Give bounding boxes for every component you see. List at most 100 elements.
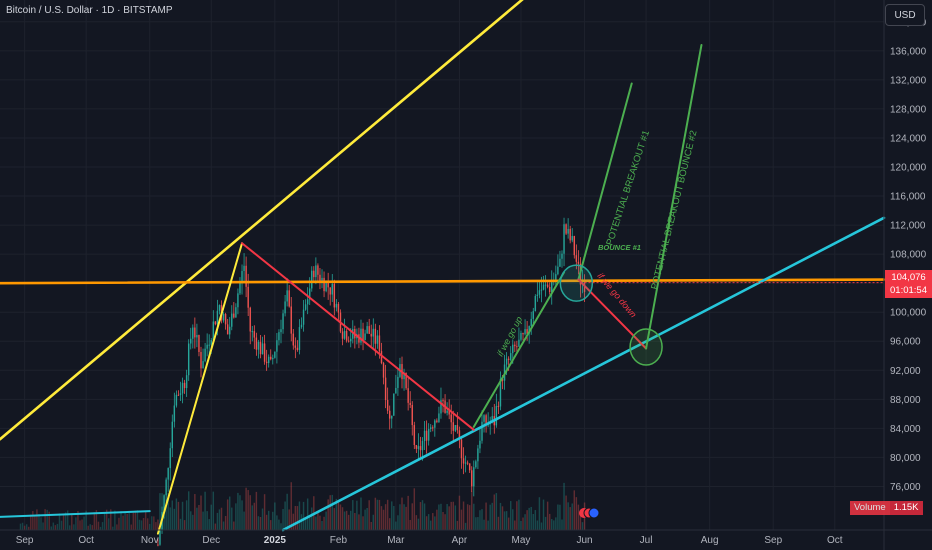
drawings[interactable] bbox=[0, 0, 886, 535]
volume-bar bbox=[534, 510, 537, 530]
y-tick-label: 128,000 bbox=[890, 104, 927, 115]
candle-body bbox=[415, 444, 418, 449]
y-tick-label: 96,000 bbox=[890, 337, 921, 348]
volume-bar bbox=[546, 501, 549, 530]
candle-body bbox=[274, 351, 276, 358]
volume-bar bbox=[241, 500, 243, 530]
x-tick-label: Dec bbox=[202, 535, 220, 546]
volume-bar bbox=[331, 494, 333, 530]
volume-bar bbox=[298, 501, 301, 530]
candle-body bbox=[534, 296, 537, 312]
candle-body bbox=[372, 328, 375, 337]
x-tick-label: Sep bbox=[16, 535, 34, 546]
volume-bar bbox=[30, 514, 32, 530]
candle-body bbox=[259, 341, 262, 355]
volume-bar bbox=[259, 516, 262, 530]
volume-bar bbox=[520, 520, 522, 530]
volume-bar bbox=[393, 505, 395, 530]
volume-bar bbox=[337, 501, 340, 530]
volume-bar bbox=[27, 526, 30, 530]
candle-body bbox=[224, 313, 227, 325]
bounce-1-circle bbox=[559, 264, 594, 302]
volume-bar bbox=[261, 508, 264, 530]
candle-body bbox=[548, 286, 551, 293]
volume-bar bbox=[44, 509, 46, 530]
candle-body bbox=[481, 421, 483, 441]
volume-bar bbox=[304, 518, 307, 530]
volume-bar bbox=[64, 512, 67, 530]
candle-body bbox=[419, 446, 422, 451]
volume-bar bbox=[540, 522, 543, 530]
volume-bar bbox=[288, 509, 290, 530]
volume-bar bbox=[452, 501, 454, 530]
volume-bar bbox=[23, 525, 26, 530]
volume-bar bbox=[155, 522, 157, 530]
volume-bar bbox=[95, 510, 98, 530]
volume-bar bbox=[417, 518, 420, 530]
candle-body bbox=[479, 440, 481, 449]
nov-rally-line bbox=[156, 242, 244, 535]
volume-bar bbox=[249, 495, 251, 530]
candle-body bbox=[557, 266, 559, 275]
volume-bar bbox=[524, 514, 526, 530]
label-potential-breakout-bounce-2: POTENTIAL BREAKOUT BOUNCE #2 bbox=[649, 129, 699, 290]
drop-projection bbox=[577, 278, 648, 350]
volume-bar bbox=[386, 499, 389, 530]
alerts-badge-icon[interactable] bbox=[578, 505, 600, 521]
volume-bar bbox=[97, 521, 100, 530]
volume-bar bbox=[462, 501, 465, 530]
volume-bar bbox=[407, 495, 409, 530]
volume-bar bbox=[284, 501, 286, 530]
volume-bar bbox=[62, 513, 65, 530]
volume-bar bbox=[481, 509, 483, 530]
volume-bar bbox=[505, 511, 508, 530]
volume-bar bbox=[165, 502, 167, 530]
volume-bar bbox=[210, 504, 212, 530]
volume-bar bbox=[56, 523, 59, 530]
volume-bar bbox=[477, 517, 479, 530]
volume-bar bbox=[352, 500, 354, 530]
candle-body bbox=[491, 416, 493, 423]
symbol-title[interactable]: Bitcoin / U.S. Dollar · 1D · BITSTAMP bbox=[6, 5, 173, 16]
volume-bar bbox=[173, 508, 176, 530]
candle-body bbox=[569, 228, 571, 241]
volume-bar bbox=[495, 493, 498, 530]
y-tick-label: 100,000 bbox=[890, 308, 927, 319]
candle-body bbox=[540, 289, 543, 291]
y-tick-label: 92,000 bbox=[890, 366, 921, 377]
y-tick-label: 132,000 bbox=[890, 75, 927, 86]
candle-body bbox=[526, 329, 528, 334]
volume-bar bbox=[204, 491, 206, 530]
candle-body bbox=[538, 290, 541, 295]
volume-bar bbox=[247, 490, 249, 530]
volume-bar bbox=[69, 525, 71, 530]
volume-bar bbox=[276, 515, 278, 530]
volume-bar bbox=[32, 511, 34, 530]
candle-body bbox=[376, 335, 379, 344]
volume-bar bbox=[73, 524, 75, 530]
candle-body bbox=[462, 458, 465, 464]
candle-body bbox=[177, 394, 180, 396]
volume-bar bbox=[333, 508, 336, 530]
volume-bar bbox=[75, 517, 77, 530]
x-tick-label: Feb bbox=[330, 535, 348, 546]
candle-body bbox=[222, 313, 225, 321]
volume-bar bbox=[460, 509, 463, 530]
volume-bar bbox=[512, 509, 514, 530]
candle-body bbox=[282, 313, 284, 330]
volume-bar bbox=[532, 513, 534, 530]
currency-button[interactable]: USD bbox=[885, 4, 925, 26]
candle-body bbox=[235, 307, 237, 318]
volume-bar bbox=[192, 514, 194, 530]
candle-body bbox=[237, 293, 239, 308]
candle-body bbox=[466, 462, 469, 464]
volume-bar bbox=[124, 513, 126, 530]
volume-bar bbox=[530, 506, 532, 530]
volume-bar bbox=[388, 518, 391, 530]
candle-body bbox=[337, 303, 340, 313]
volume-bar bbox=[350, 510, 352, 530]
candle-body bbox=[212, 321, 215, 341]
volume-bar bbox=[364, 509, 366, 530]
volume-bar bbox=[151, 516, 153, 530]
